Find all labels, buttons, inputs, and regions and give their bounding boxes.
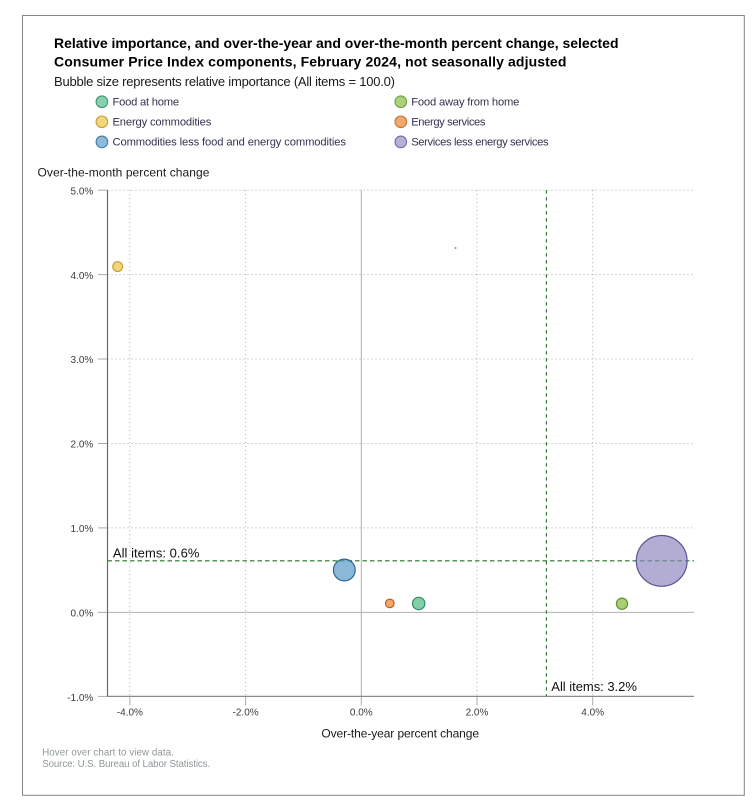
svg-text:Over-the-month percent change: Over-the-month percent change	[38, 166, 210, 180]
svg-text:0.0%: 0.0%	[71, 609, 94, 620]
svg-text:Services less energy services: Services less energy services	[411, 137, 549, 149]
svg-text:-2.0%: -2.0%	[233, 708, 259, 719]
svg-text:Energy services: Energy services	[411, 117, 486, 129]
svg-text:Energy commodities: Energy commodities	[113, 117, 212, 129]
svg-text:Food away from home: Food away from home	[411, 96, 519, 108]
svg-text:Relative importance, and over-: Relative importance, and over-the-year a…	[54, 35, 619, 51]
svg-text:1.0%: 1.0%	[71, 524, 94, 535]
svg-text:Food at home: Food at home	[113, 96, 180, 108]
svg-text:Source: U.S. Bureau of Labor S: Source: U.S. Bureau of Labor Statistics.	[42, 759, 210, 770]
svg-text:Commodities less food and ener: Commodities less food and energy commodi…	[113, 137, 347, 149]
svg-text:4.0%: 4.0%	[581, 708, 604, 719]
svg-text:2.0%: 2.0%	[71, 440, 94, 451]
svg-text:2.0%: 2.0%	[466, 708, 489, 719]
svg-text:5.0%: 5.0%	[71, 186, 94, 197]
svg-text:4.0%: 4.0%	[71, 271, 94, 282]
svg-text:-4.0%: -4.0%	[117, 708, 143, 719]
svg-text:3.0%: 3.0%	[71, 355, 94, 366]
svg-text:Over-the-year percent change: Over-the-year percent change	[321, 727, 479, 741]
svg-text:All items: 0.6%: All items: 0.6%	[113, 546, 200, 561]
svg-text:-1.0%: -1.0%	[67, 693, 93, 704]
svg-text:All items: 3.2%: All items: 3.2%	[551, 679, 637, 694]
svg-text:Consumer Price Index component: Consumer Price Index components, Februar…	[54, 54, 566, 70]
svg-text:Bubble size represents relativ: Bubble size represents relative importan…	[54, 74, 395, 89]
svg-text:Hover over chart to view data.: Hover over chart to view data.	[42, 747, 174, 758]
svg-text:0.0%: 0.0%	[350, 708, 373, 719]
